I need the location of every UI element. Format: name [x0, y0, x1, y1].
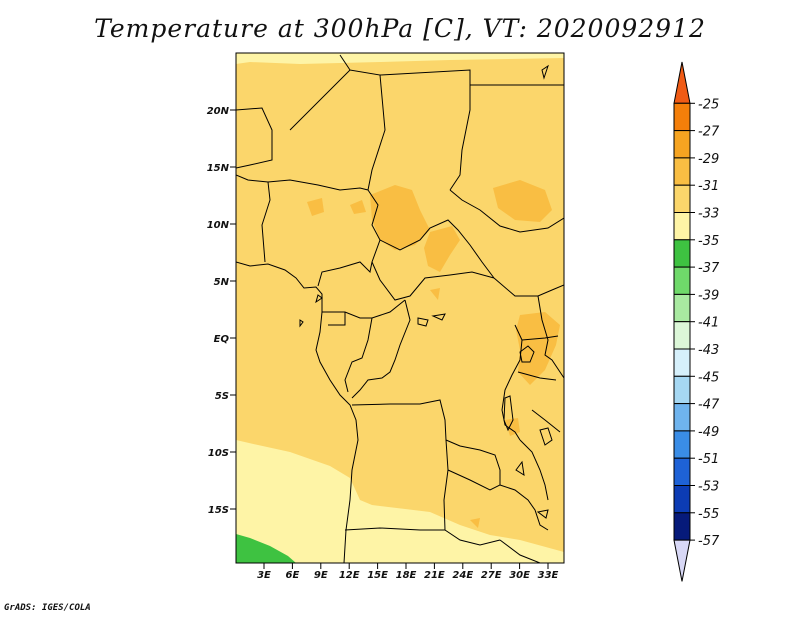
lat-tick-label: 15S: [208, 505, 229, 516]
colorbar-segment: [673, 430, 691, 459]
colorbar-segment: [673, 348, 691, 377]
colorbar-label: -57: [698, 534, 720, 549]
colorbar-segment: [673, 512, 691, 541]
map-frame: [235, 52, 565, 564]
colorbar-label: -33: [698, 207, 719, 222]
lon-tick-label: 12E: [339, 570, 360, 581]
colorbar-segment: [673, 212, 691, 241]
lon-tick-label: 21E: [424, 570, 445, 581]
colorbar-segment: [673, 239, 691, 268]
colorbar-segment: [673, 184, 691, 213]
lon-tick-label: 6E: [286, 570, 300, 581]
colorbar-segment: [673, 266, 691, 295]
colorbar-label: -53: [698, 480, 719, 495]
field-cool-north: [236, 53, 564, 64]
colorbar-top-triangle: [673, 61, 691, 104]
lat-tick-label: 15N: [207, 163, 230, 174]
colorbar-label: -29: [698, 152, 719, 167]
lon-tick-label: 9E: [314, 570, 328, 581]
colorbar-segment: [673, 375, 691, 405]
colorbar-segment: [673, 485, 691, 514]
map-title: Temperature at 300hPa [C], VT: 202009291…: [94, 14, 706, 43]
lon-tick-label: 30E: [509, 570, 530, 581]
latitude-axis: 20N 15N 10N 5N EQ 5S 10S 15S: [207, 106, 236, 516]
lat-tick-label: 5S: [215, 391, 229, 402]
colorbar-label: -35: [698, 234, 719, 249]
colorbar-label: -31: [698, 179, 719, 194]
colorbar-label: -41: [698, 316, 719, 331]
colorbar-label: -37: [698, 261, 720, 276]
colorbar-segment: [673, 403, 691, 432]
colorbar-label: -55: [698, 507, 719, 522]
field-cool-south: [236, 440, 564, 563]
colorbar-segment: [673, 293, 691, 323]
lon-tick-label: 27E: [481, 570, 502, 581]
colorbar-segment: [673, 321, 691, 350]
colorbar-label: -25: [698, 97, 719, 112]
lon-tick-label: 24E: [452, 570, 473, 581]
colorbar-segment: [673, 130, 691, 159]
country-borders: [236, 54, 564, 563]
longitude-axis: 3E 6E 9E 12E 15E 18E 21E 24E 27E 30E 33E: [257, 563, 559, 581]
colorbar-segment: [673, 457, 691, 487]
colorbar-label: -49: [698, 425, 719, 440]
colorbar-bottom-triangle: [673, 539, 691, 582]
lon-tick-label: 15E: [367, 570, 388, 581]
colorbar-label: -51: [698, 452, 719, 467]
colorbar: -25 -27 -29 -31 -33 -35 -37 -39 -41 -43 -45 -47 -49 -…: [673, 61, 720, 582]
lat-tick-label: 5N: [214, 277, 230, 288]
colorbar-label: -27: [698, 125, 720, 140]
colorbar-segment: [673, 157, 691, 186]
colorbar-label: -45: [698, 370, 719, 385]
colorbar-label: -39: [698, 288, 719, 303]
field-warm-patches: [307, 180, 560, 528]
colorbar-label: -43: [698, 343, 719, 358]
lon-tick-label: 33E: [538, 570, 559, 581]
lat-tick-label: 20N: [207, 106, 230, 117]
lon-tick-label: 18E: [396, 570, 417, 581]
lat-tick-label: 10S: [208, 448, 229, 459]
colorbar-label: -47: [698, 398, 720, 413]
map-panel: [236, 53, 564, 563]
colorbar-segment: [673, 102, 691, 132]
lon-tick-label: 3E: [257, 570, 271, 581]
field-cold-patch: [236, 534, 296, 563]
lat-tick-label: EQ: [214, 334, 230, 345]
lat-tick-label: 10N: [207, 220, 230, 231]
grads-credit: GrADS: IGES/COLA: [4, 603, 91, 613]
